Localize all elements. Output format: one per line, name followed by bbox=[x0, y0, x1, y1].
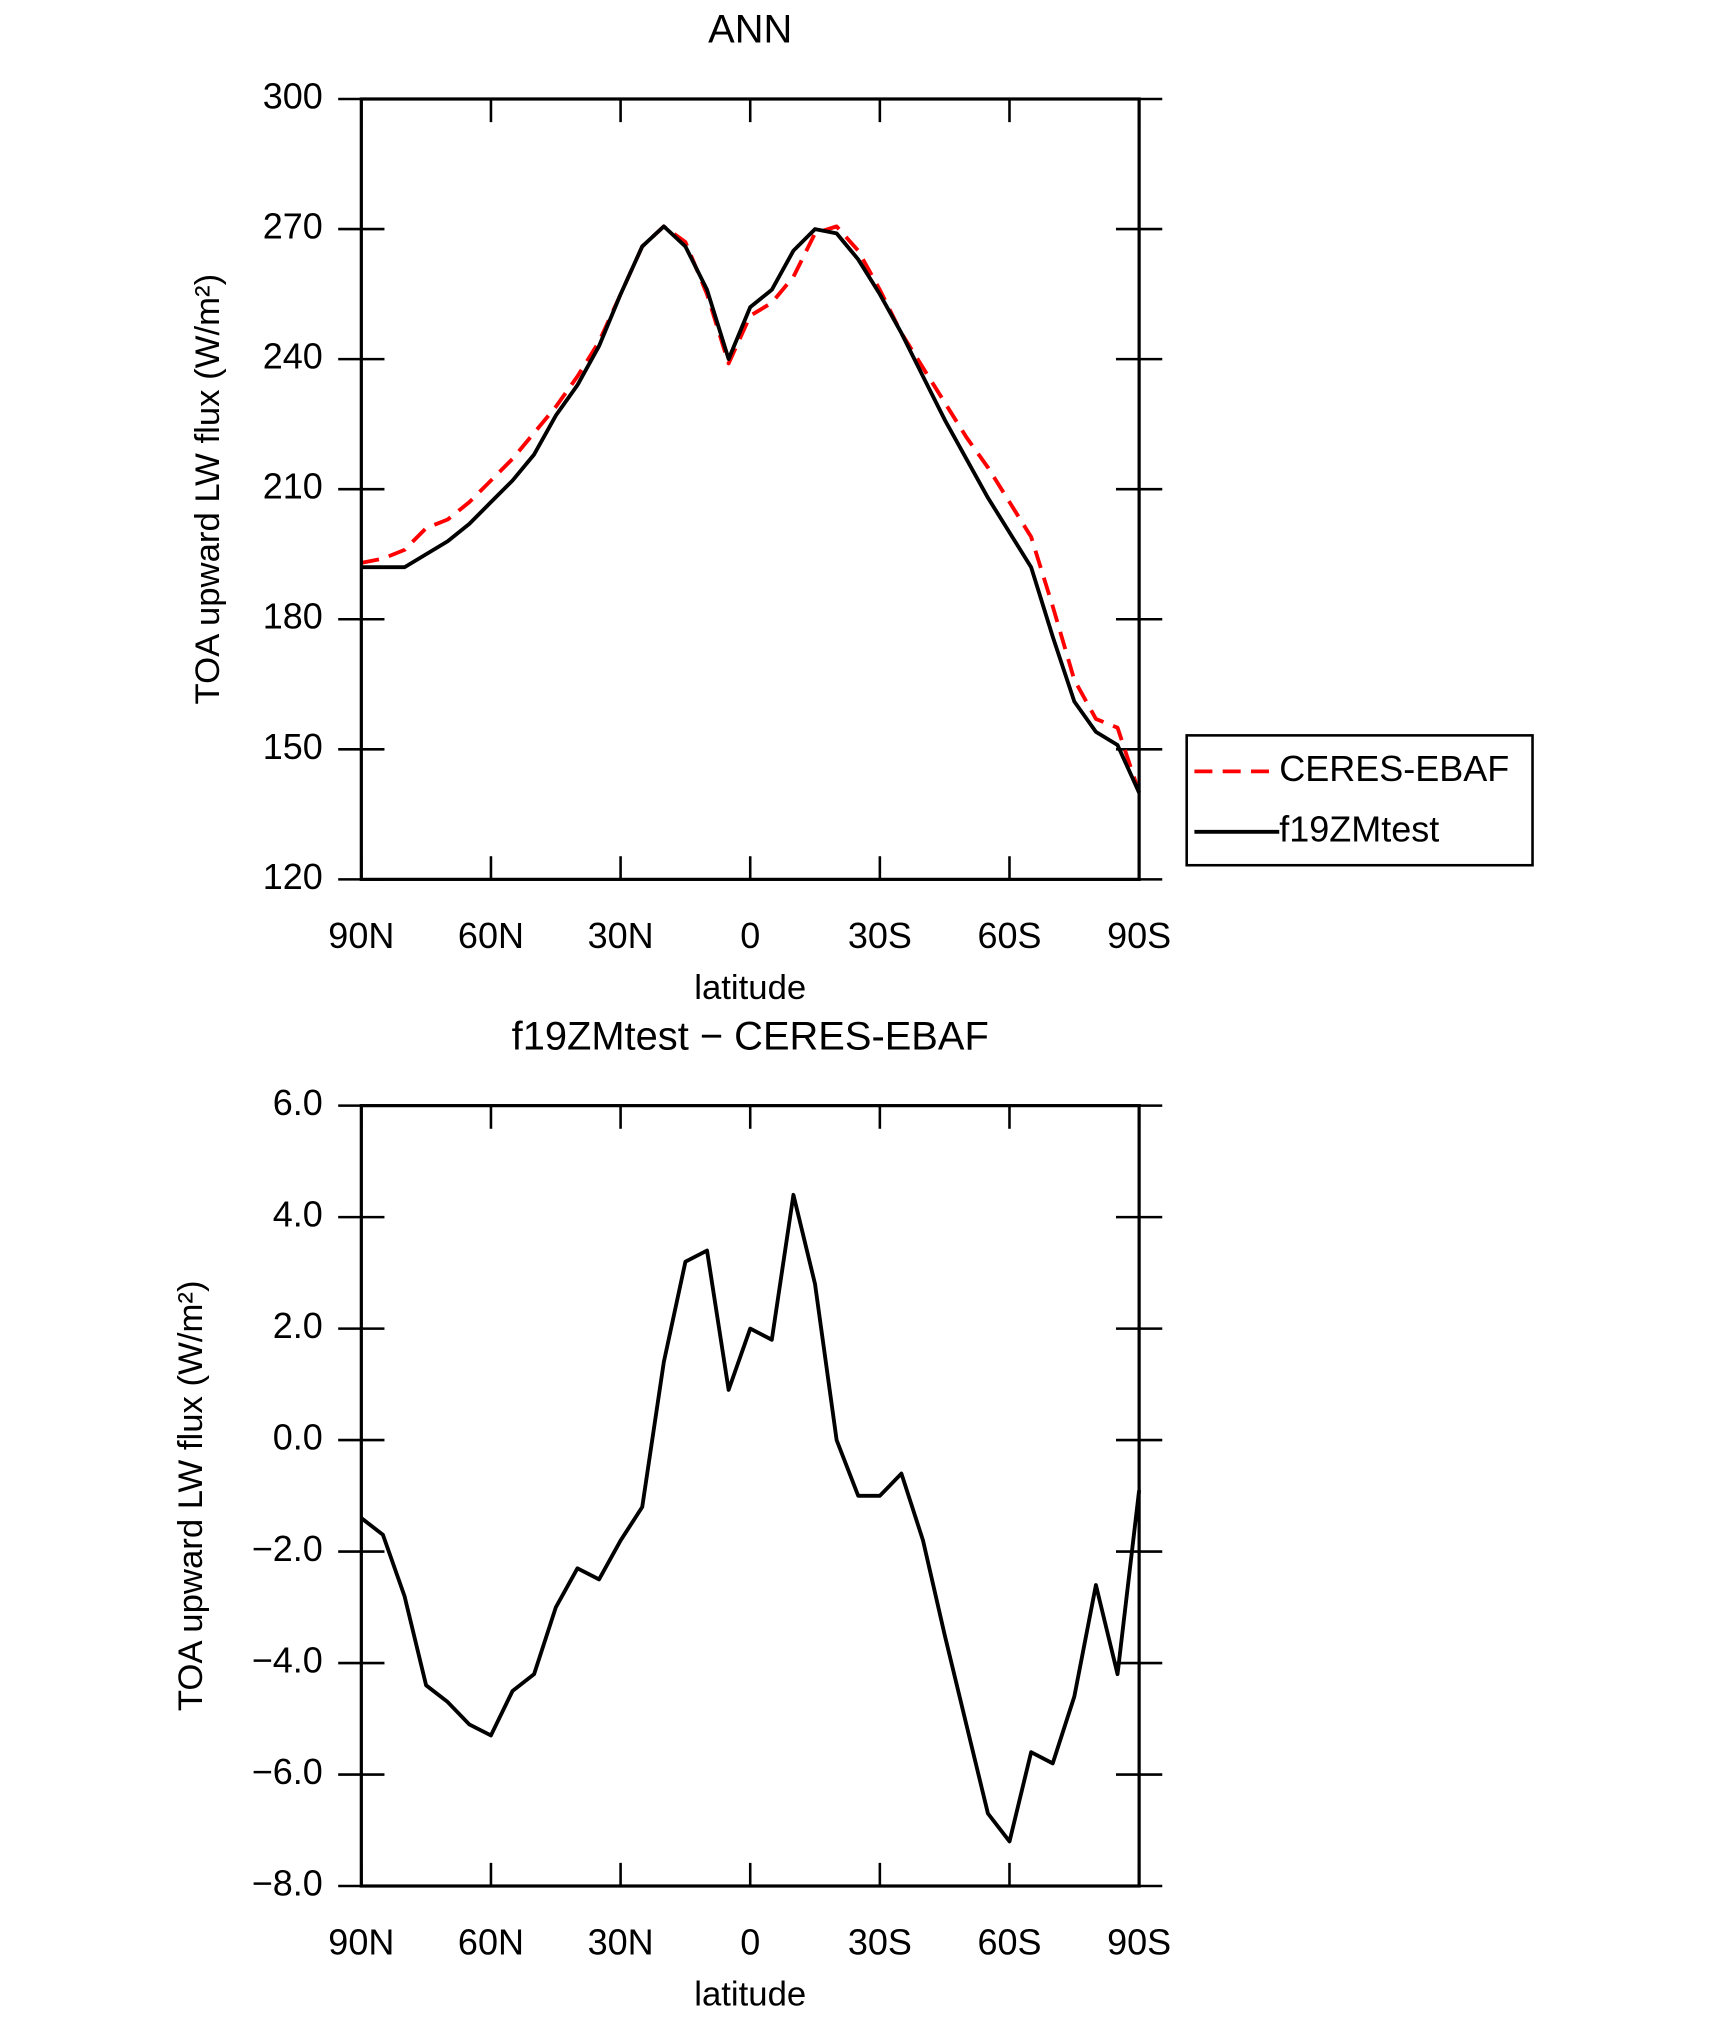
y-tick-label: 120 bbox=[263, 856, 323, 897]
y-tick-label: 240 bbox=[263, 336, 323, 377]
x-tick-label: 90S bbox=[1107, 915, 1171, 956]
x-tick-label: 30S bbox=[848, 915, 912, 956]
x-tick-label: 30N bbox=[588, 915, 654, 956]
y-tick-label: 270 bbox=[263, 206, 323, 247]
x-axis-label: latitude bbox=[694, 969, 806, 1007]
y-tick-label: −4.0 bbox=[252, 1640, 323, 1681]
x-tick-label: 90N bbox=[328, 1922, 394, 1963]
series-line bbox=[360, 1192, 1142, 1844]
series-line bbox=[360, 224, 1141, 794]
x-tick-label: 60N bbox=[458, 915, 524, 956]
x-tick-label: 90S bbox=[1107, 1922, 1171, 1963]
y-tick-label: 300 bbox=[263, 75, 323, 116]
y-tick-label: −6.0 bbox=[252, 1751, 323, 1792]
legend-label: CERES-EBAF bbox=[1279, 748, 1509, 789]
y-tick-label: 150 bbox=[263, 726, 323, 767]
y-tick-label: 6.0 bbox=[273, 1082, 323, 1123]
x-axis-label: latitude bbox=[694, 1976, 806, 2014]
y-axis-label: TOA upward LW flux (W/m²) bbox=[172, 1281, 210, 1712]
x-tick-label: 30N bbox=[588, 1922, 654, 1963]
x-tick-label: 60N bbox=[458, 1922, 524, 1963]
x-tick-label: 60S bbox=[977, 1922, 1041, 1963]
y-tick-label: −2.0 bbox=[252, 1528, 323, 1569]
y-tick-label: 4.0 bbox=[273, 1194, 323, 1235]
legend-label: f19ZMtest bbox=[1279, 808, 1439, 849]
x-tick-label: 60S bbox=[977, 915, 1041, 956]
x-tick-label: 0 bbox=[740, 1922, 760, 1963]
plot-frame bbox=[359, 97, 1141, 881]
x-tick-label: 0 bbox=[740, 915, 760, 956]
x-tick-label: 90N bbox=[328, 915, 394, 956]
y-tick-label: 180 bbox=[263, 596, 323, 637]
legend-box bbox=[1185, 734, 1534, 867]
y-tick-label: 2.0 bbox=[273, 1305, 323, 1346]
y-tick-label: 210 bbox=[263, 466, 323, 507]
x-tick-label: 30S bbox=[848, 1922, 912, 1963]
series-line bbox=[361, 224, 1141, 794]
plot-frame bbox=[359, 1104, 1141, 1888]
y-axis-label: TOA upward LW flux (W/m²) bbox=[189, 274, 227, 705]
chart-title: f19ZMtest − CERES-EBAF bbox=[512, 1014, 989, 1058]
y-tick-label: 0.0 bbox=[273, 1417, 323, 1458]
chart-title: ANN bbox=[708, 8, 792, 52]
y-tick-label: −8.0 bbox=[252, 1863, 323, 1904]
